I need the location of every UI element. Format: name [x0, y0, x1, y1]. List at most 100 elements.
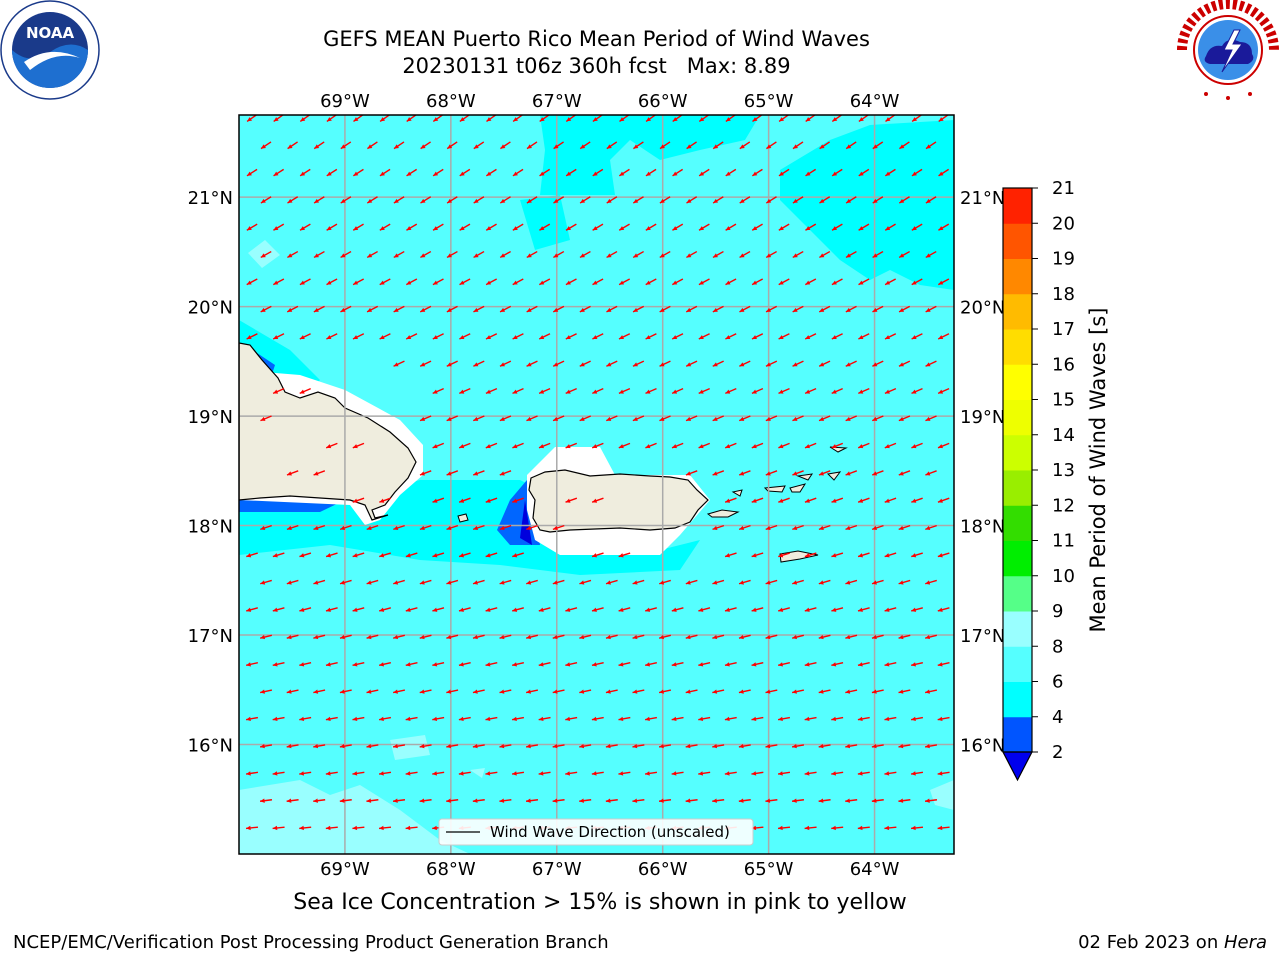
- direction-arrow: [553, 196, 565, 204]
- direction-arrow: [326, 223, 338, 231]
- direction-arrow: [405, 278, 418, 286]
- direction-arrow: [898, 415, 911, 422]
- direction-arrow: [419, 524, 432, 531]
- direction-arrow: [871, 470, 884, 476]
- direction-arrow: [925, 360, 937, 367]
- direction-arrow: [671, 387, 684, 395]
- direction-arrow: [378, 716, 392, 722]
- direction-arrow: [565, 716, 578, 722]
- direction-legend: Wind Wave Direction (unscaled): [438, 818, 754, 846]
- direction-arrow: [326, 168, 338, 177]
- direction-arrow: [845, 798, 858, 803]
- direction-arrow: [777, 771, 791, 776]
- direction-arrow: [671, 333, 684, 340]
- direction-arrow: [777, 825, 791, 831]
- direction-arrow: [712, 470, 725, 476]
- direction-arrow: [299, 278, 311, 286]
- direction-arrow: [685, 305, 698, 313]
- direction-arrow: [526, 141, 538, 150]
- direction-arrow: [325, 716, 338, 722]
- direction-arrow: [352, 223, 364, 231]
- direction-arrow: [432, 552, 445, 558]
- direction-arrow: [591, 607, 604, 612]
- direction-arrow: [459, 333, 471, 340]
- direction-arrow: [765, 689, 778, 694]
- colorbar-segment: [1003, 716, 1032, 753]
- direction-arrow: [352, 661, 365, 667]
- direction-arrow: [778, 223, 790, 231]
- direction-arrow: [526, 415, 538, 422]
- direction-arrow: [512, 168, 524, 177]
- direction-arrow: [485, 278, 498, 286]
- direction-arrow: [659, 415, 671, 422]
- direction-arrow: [485, 607, 498, 612]
- direction-arrow: [458, 552, 471, 558]
- direction-arrow: [512, 497, 524, 503]
- direction-arrow: [618, 661, 631, 667]
- direction-arrow: [511, 716, 525, 722]
- direction-arrow: [512, 333, 524, 340]
- direction-arrow: [591, 552, 604, 558]
- direction-arrow: [818, 579, 831, 585]
- direction-arrow: [458, 442, 471, 449]
- direction-arrow: [313, 305, 325, 313]
- colorbar-segment: [1003, 364, 1032, 400]
- lat-labels-right: 21°N 20°N 19°N 18°N 17°N 16°N: [960, 188, 1005, 756]
- lon-label: 67°W: [532, 859, 582, 880]
- direction-arrow: [791, 743, 805, 749]
- direction-arrow: [446, 470, 459, 476]
- direction-arrow: [552, 305, 565, 313]
- direction-arrow: [618, 442, 631, 449]
- direction-arrow: [618, 771, 631, 776]
- direction-arrow: [925, 524, 937, 531]
- lat-label: 20°N: [188, 298, 233, 319]
- direction-arrow: [845, 305, 857, 313]
- direction-arrow: [765, 415, 778, 422]
- direction-arrow: [272, 333, 285, 340]
- direction-arrow: [245, 661, 259, 667]
- direction-arrow: [392, 689, 406, 694]
- direction-arrow: [857, 442, 870, 449]
- direction-arrow: [366, 634, 379, 640]
- direction-arrow: [831, 278, 843, 286]
- direction-arrow: [419, 305, 432, 313]
- direction-arrow: [845, 196, 857, 204]
- direction-arrow: [340, 250, 352, 259]
- direction-arrow: [538, 387, 551, 395]
- lon-label: 64°W: [850, 91, 900, 112]
- direction-arrow: [925, 305, 937, 313]
- direction-arrow: [446, 250, 458, 259]
- direction-arrow: [911, 168, 923, 177]
- direction-arrow: [313, 141, 325, 150]
- direction-arrow: [260, 305, 272, 313]
- contour-patch: [470, 768, 485, 778]
- direction-arrow: [472, 689, 485, 694]
- direction-arrow: [766, 141, 777, 150]
- direction-arrow: [792, 470, 804, 476]
- direction-arrow: [552, 634, 565, 640]
- direction-arrow: [658, 689, 672, 694]
- direction-arrow: [579, 141, 591, 150]
- direction-arrow: [925, 415, 937, 422]
- direction-arrow: [538, 442, 551, 449]
- direction-arrow: [698, 771, 711, 776]
- direction-arrow: [499, 250, 511, 259]
- direction-arrow: [313, 689, 326, 694]
- direction-arrow: [579, 579, 592, 585]
- direction-arrow: [340, 141, 352, 150]
- lon-label: 66°W: [638, 91, 688, 112]
- direction-arrow: [724, 442, 737, 449]
- direction-arrow: [260, 196, 272, 204]
- direction-arrow: [804, 387, 817, 395]
- island: [789, 483, 807, 493]
- direction-arrow: [751, 223, 763, 231]
- direction-arrow: [804, 442, 817, 449]
- direction-arrow: [272, 716, 285, 722]
- direction-arrow: [352, 607, 365, 612]
- direction-arrow: [659, 634, 671, 640]
- direction-arrow: [512, 223, 524, 231]
- direction-arrow: [339, 743, 352, 749]
- direction-arrow: [591, 771, 604, 776]
- direction-arrow: [511, 771, 525, 776]
